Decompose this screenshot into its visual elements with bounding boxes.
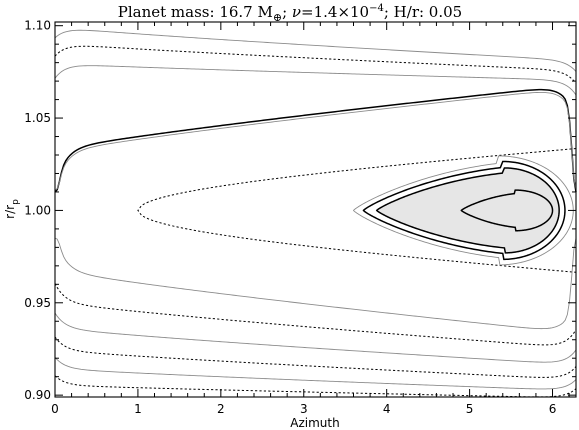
x-tick-label: 4	[383, 402, 391, 416]
x-tick-label: 5	[466, 402, 474, 416]
contour-line-gray-0	[54, 29, 577, 72]
y-axis-label-base: r/r	[3, 205, 17, 219]
contour-line-solid-8	[375, 167, 560, 254]
y-tick-label: 0.95	[24, 296, 51, 310]
contour-line-solid-7	[362, 160, 566, 261]
contour-line-gray-10	[54, 237, 577, 330]
contour-line-gray-6	[352, 155, 574, 266]
contour-line-solid-3	[54, 88, 577, 193]
x-tick-label: 1	[134, 402, 142, 416]
contour-line-gray-12	[54, 312, 577, 363]
contour-line-gray-14	[54, 356, 577, 390]
contour-line-gray-2	[54, 65, 577, 96]
axis-ticks: 0 1 2 3 4 5 6 0.90 0.95 1.00 1.05 1.10	[24, 19, 576, 416]
x-tick-label: 2	[217, 402, 225, 416]
contour-line-dotted-5	[137, 148, 577, 273]
title-nu-exponent: −4	[369, 3, 384, 14]
x-tick-label: 0	[51, 402, 59, 416]
title-nu-text: =1.4×10	[301, 3, 369, 21]
contour-line-dotted-11	[54, 283, 577, 346]
y-tick-label: 1.05	[24, 111, 51, 125]
contour-line-dotted-1	[54, 45, 577, 84]
contour-layer	[54, 29, 577, 398]
y-tick-label: 0.90	[24, 388, 51, 402]
title-mass-subscript: ⊕	[273, 11, 282, 24]
x-tick-label: 6	[549, 402, 557, 416]
y-axis-label: r/rp	[3, 199, 21, 219]
title-suffix: ; H/r: 0.05	[384, 3, 462, 21]
contour-line-gray-4	[54, 91, 577, 191]
contour-line-solid-9	[460, 189, 554, 232]
x-tick-label: 3	[300, 402, 308, 416]
y-axis-label-sub: p	[11, 199, 21, 205]
contour-line-dotted-13	[54, 336, 577, 378]
contour-line-dotted-15	[54, 375, 577, 398]
x-axis-label: Azimuth	[290, 416, 339, 430]
y-tick-label: 1.00	[24, 203, 51, 217]
y-tick-label: 1.10	[24, 19, 51, 33]
title-prefix: Planet mass: 16.7 M	[118, 3, 273, 21]
title-nu-symbol: ν	[292, 3, 301, 21]
plot-frame	[54, 21, 577, 398]
chart-title: Planet mass: 16.7 M⊕; ν=1.4×10−4; H/r: 0…	[118, 3, 462, 24]
